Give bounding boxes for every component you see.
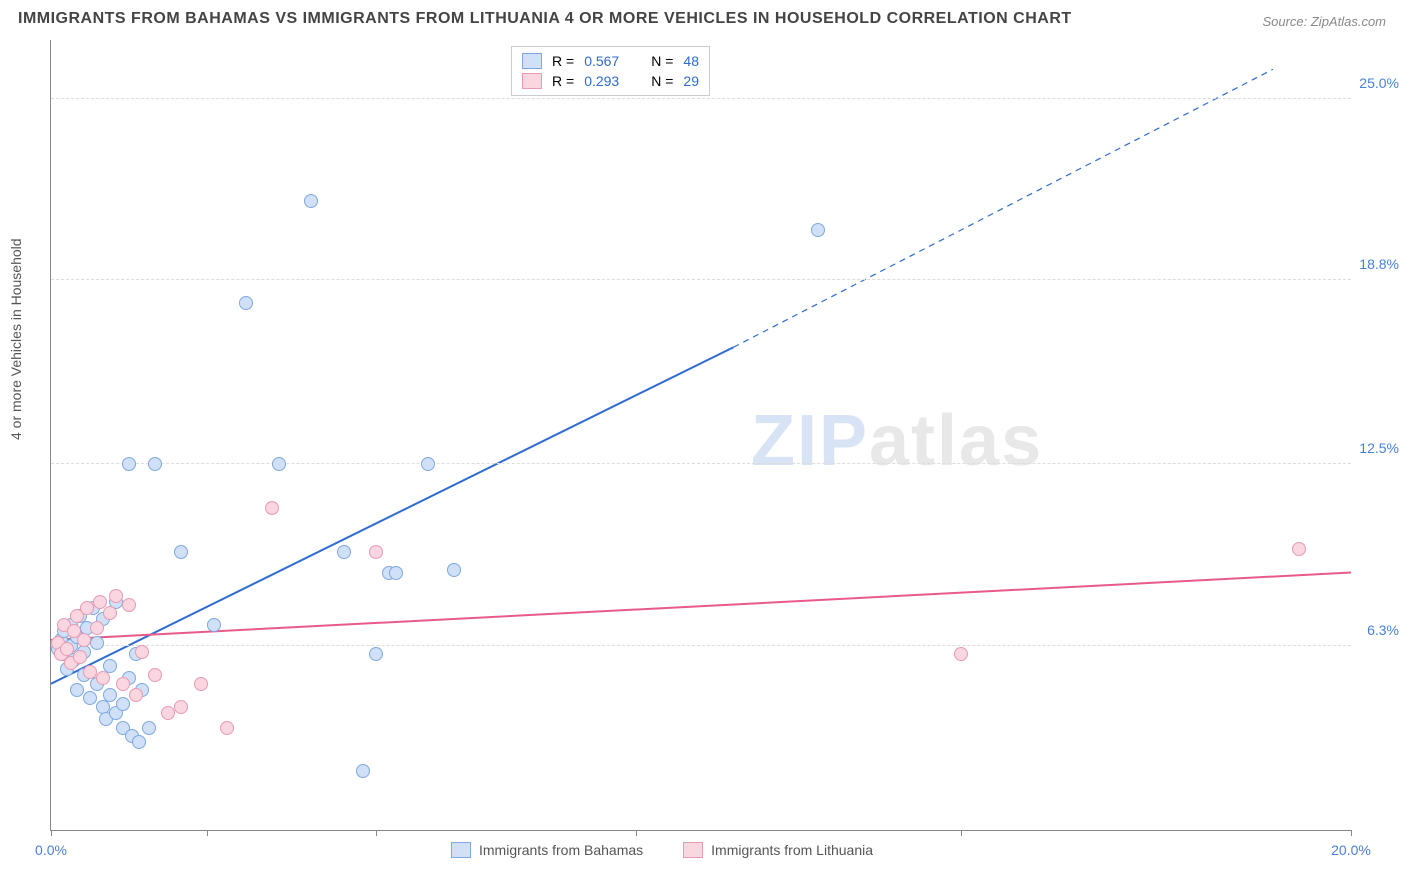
scatter-point-bahamas [389,566,403,580]
y-tick-label: 18.8% [1359,256,1399,272]
scatter-point-bahamas [90,636,104,650]
scatter-point-bahamas [369,647,383,661]
scatter-point-bahamas [132,735,146,749]
watermark-atlas: atlas [869,401,1043,481]
x-tick [961,830,962,836]
regression-line [734,69,1274,347]
scatter-point-bahamas [148,457,162,471]
x-tick [376,830,377,836]
chart-area: ZIPatlas R = 0.567 N = 48 R = 0.293 N = … [50,40,1390,830]
y-axis-label: 4 or more Vehicles in Household [8,238,24,440]
swatch-bahamas [522,53,542,69]
n-label: N = [651,73,673,89]
scatter-point-bahamas [337,545,351,559]
scatter-point-lithuania [1292,542,1306,556]
scatter-point-lithuania [96,671,110,685]
scatter-point-lithuania [129,688,143,702]
source-label: Source: ZipAtlas.com [1262,14,1386,29]
legend-label-bahamas: Immigrants from Bahamas [479,842,643,858]
legend-label-lithuania: Immigrants from Lithuania [711,842,873,858]
x-tick-label: 0.0% [35,842,67,858]
regression-line [51,573,1351,640]
scatter-point-bahamas [447,563,461,577]
scatter-point-lithuania [161,706,175,720]
scatter-point-bahamas [207,618,221,632]
scatter-point-lithuania [77,633,91,647]
r-value-lithuania: 0.293 [584,73,619,89]
scatter-point-lithuania [109,589,123,603]
scatter-point-bahamas [122,457,136,471]
watermark-zip: ZIP [751,401,869,481]
scatter-point-lithuania [122,598,136,612]
gridline [51,98,1351,99]
x-tick [636,830,637,836]
swatch-bahamas-bottom [451,842,471,858]
gridline [51,645,1351,646]
x-tick-label: 20.0% [1331,842,1371,858]
watermark: ZIPatlas [751,400,1043,482]
legend-correlation: R = 0.567 N = 48 R = 0.293 N = 29 [511,46,710,96]
scatter-point-lithuania [60,642,74,656]
legend-row-lithuania: R = 0.293 N = 29 [522,71,699,91]
n-value-bahamas: 48 [683,53,699,69]
scatter-point-bahamas [811,223,825,237]
scatter-point-lithuania [135,645,149,659]
y-tick-label: 6.3% [1367,622,1399,638]
scatter-point-bahamas [174,545,188,559]
scatter-point-bahamas [304,194,318,208]
n-label: N = [651,53,673,69]
scatter-point-bahamas [239,296,253,310]
swatch-lithuania-bottom [683,842,703,858]
scatter-point-bahamas [103,688,117,702]
n-value-lithuania: 29 [683,73,699,89]
scatter-point-lithuania [174,700,188,714]
r-label: R = [552,53,574,69]
x-tick [207,830,208,836]
scatter-point-lithuania [220,721,234,735]
chart-title: IMMIGRANTS FROM BAHAMAS VS IMMIGRANTS FR… [18,10,1072,28]
plot-region: ZIPatlas R = 0.567 N = 48 R = 0.293 N = … [50,40,1351,831]
scatter-point-lithuania [103,606,117,620]
r-label: R = [552,73,574,89]
gridline [51,463,1351,464]
scatter-point-lithuania [116,677,130,691]
scatter-point-bahamas [83,691,97,705]
regression-line [51,347,734,683]
legend-series: Immigrants from Bahamas Immigrants from … [451,842,873,858]
regression-lines-layer [51,40,1351,830]
scatter-point-lithuania [148,668,162,682]
r-value-bahamas: 0.567 [584,53,619,69]
legend-item-bahamas: Immigrants from Bahamas [451,842,643,858]
scatter-point-bahamas [272,457,286,471]
scatter-point-bahamas [116,697,130,711]
scatter-point-lithuania [265,501,279,515]
gridline [51,279,1351,280]
x-tick [1351,830,1352,836]
scatter-point-lithuania [83,665,97,679]
scatter-point-lithuania [80,601,94,615]
y-tick-label: 12.5% [1359,440,1399,456]
legend-item-lithuania: Immigrants from Lithuania [683,842,873,858]
scatter-point-lithuania [954,647,968,661]
scatter-point-bahamas [70,683,84,697]
legend-row-bahamas: R = 0.567 N = 48 [522,51,699,71]
scatter-point-lithuania [369,545,383,559]
scatter-point-bahamas [421,457,435,471]
scatter-point-lithuania [194,677,208,691]
scatter-point-lithuania [90,621,104,635]
scatter-point-lithuania [73,650,87,664]
scatter-point-bahamas [142,721,156,735]
scatter-point-bahamas [356,764,370,778]
x-tick [51,830,52,836]
swatch-lithuania [522,73,542,89]
y-tick-label: 25.0% [1359,75,1399,91]
